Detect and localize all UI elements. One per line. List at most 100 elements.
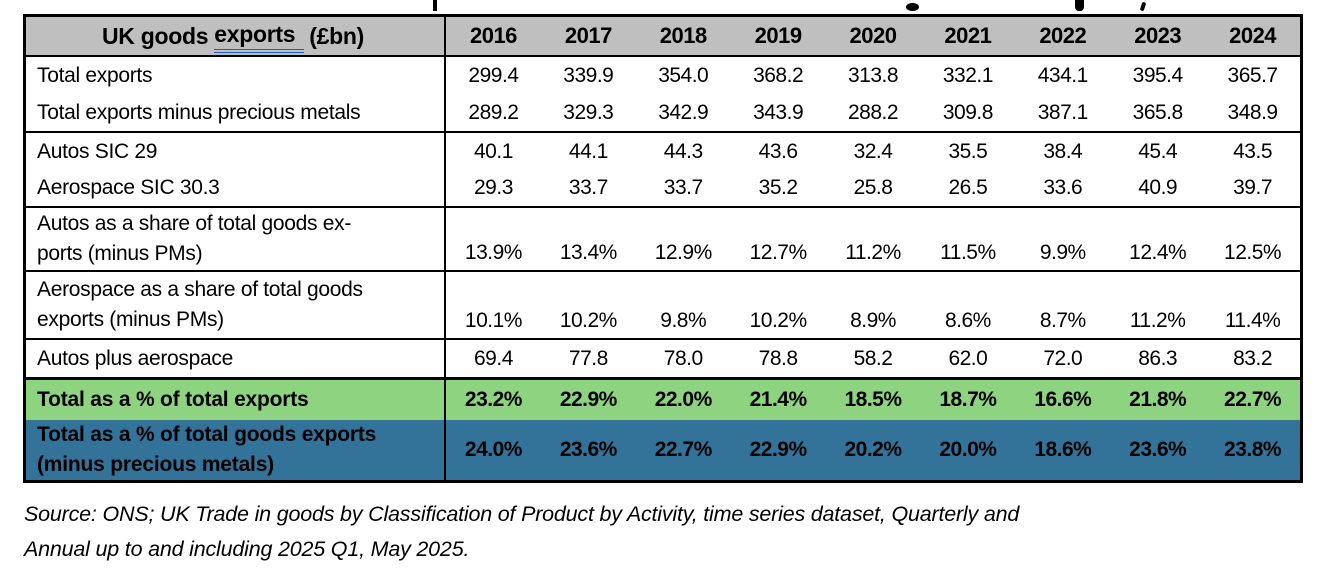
value-cell: 368.2 xyxy=(753,64,804,87)
value-cell: 12.9% xyxy=(654,241,713,264)
value-cell: 329.3 xyxy=(563,101,614,124)
value-cell: 365.8 xyxy=(1132,101,1184,124)
row-label: Total as a % of total exports xyxy=(26,380,446,420)
value-cell: 86.3 xyxy=(1138,346,1178,370)
year-header-cell: 2022 xyxy=(1039,23,1087,48)
value-cell: 29.3 xyxy=(474,176,513,199)
value-cell: 299.4 xyxy=(468,64,519,87)
row-label: Total exports minus precious metals xyxy=(26,95,446,131)
value-cell: 11.4% xyxy=(1224,309,1281,332)
value-cell: 45.4 xyxy=(1138,139,1178,163)
value-cell: 434.1 xyxy=(1037,64,1089,87)
value-cell: 39.7 xyxy=(1233,176,1272,199)
table-title-suffix: (£bn) xyxy=(309,23,364,49)
value-cell: 13.4% xyxy=(559,241,618,264)
table-row-total-exports: Total exports 299.4 339.9 354.0 368.2 313.8 33… xyxy=(26,57,1300,95)
value-cell: 18.7% xyxy=(939,388,997,411)
value-cell: 40.1 xyxy=(474,139,513,163)
cropped-letter-fragment xyxy=(433,0,437,11)
value-cell: 365.7 xyxy=(1227,64,1279,87)
value-cell: 348.9 xyxy=(1227,101,1279,124)
value-cell: 20.0% xyxy=(939,438,997,461)
value-cell: 40.9 xyxy=(1138,176,1178,199)
value-cell: 289.2 xyxy=(468,101,519,124)
value-cell: 24.0% xyxy=(464,438,523,461)
value-cell: 16.6% xyxy=(1034,388,1092,411)
table-row-aerospace-sic-30-3: Aerospace SIC 30.3 29.3 33.7 33.7 35.2 25.8 26… xyxy=(26,170,1300,208)
value-cell: 354.0 xyxy=(658,64,709,87)
value-cell: 12.7% xyxy=(749,241,808,264)
year-header-cell: 2016 xyxy=(469,23,517,48)
value-cell: 43.5 xyxy=(1233,139,1272,163)
cropped-letter-fragment xyxy=(1139,1,1147,12)
value-cell: 23.8% xyxy=(1224,438,1282,461)
value-cell: 18.6% xyxy=(1034,438,1092,461)
value-cell: 21.4% xyxy=(749,388,808,411)
row-label-line: Autos plus aerospace xyxy=(37,346,233,370)
table-row-aerospace-share-of-goods-exports: Aerospace as a share of total goods expor… xyxy=(26,272,1300,340)
value-cell: 313.8 xyxy=(847,64,899,87)
row-label: Autos SIC 29 xyxy=(26,133,446,170)
value-cell: 332.1 xyxy=(942,64,994,87)
year-header-cell: 2021 xyxy=(944,23,992,48)
value-cell: 35.5 xyxy=(948,139,988,163)
value-cell: 343.9 xyxy=(753,101,804,124)
table-title-prefix: UK goods xyxy=(102,23,215,49)
value-cell: 12.4% xyxy=(1129,241,1187,264)
value-cell: 26.5 xyxy=(948,176,988,199)
value-cell: 10.1% xyxy=(464,309,523,332)
table-row-total-exports-minus-precious-metals: Total exports minus precious metals 289.2… xyxy=(26,95,1300,133)
value-cell: 44.1 xyxy=(568,139,608,163)
value-cell: 62.0 xyxy=(948,346,988,370)
source-note: Source: ONS; UK Trade in goods by Classi… xyxy=(24,497,1319,567)
value-cell: 309.8 xyxy=(942,101,994,124)
year-header-cell: 2020 xyxy=(849,23,897,48)
row-label-line: Autos SIC 29 xyxy=(37,139,158,163)
value-cell: 23.6% xyxy=(559,438,618,461)
cropped-letter-fragment xyxy=(1075,0,1084,11)
year-header-cell: 2024 xyxy=(1229,23,1277,48)
row-label-line: Total as a % of total exports xyxy=(37,388,309,411)
value-cell: 23.2% xyxy=(464,388,523,411)
row-label-line: exports (minus PMs) xyxy=(37,308,224,331)
row-label-line: (minus precious metals) xyxy=(37,453,274,476)
value-cell: 22.7% xyxy=(654,438,713,461)
value-cell: 10.2% xyxy=(749,309,808,332)
table-row-autos-plus-aerospace: Autos plus aerospace 69.4 77.8 78.0 78.8 58.2… xyxy=(26,340,1300,380)
table-row-total-pct-of-total-exports: Total as a % of total exports 23.2% 22.9% 2… xyxy=(26,380,1300,420)
value-cell: 22.0% xyxy=(654,388,713,411)
value-cell: 22.9% xyxy=(559,388,618,411)
value-cell: 8.6% xyxy=(944,309,991,332)
value-cell: 9.9% xyxy=(1039,241,1086,264)
row-label: Autos plus aerospace xyxy=(26,340,446,377)
value-cell: 339.9 xyxy=(563,64,614,87)
value-cell: 22.9% xyxy=(749,438,808,461)
year-header-cell: 2017 xyxy=(564,23,612,48)
value-cell: 38.4 xyxy=(1043,139,1083,163)
table-row-autos-share-of-goods-exports: Autos as a share of total goods ex-ports… xyxy=(26,208,1300,272)
value-cell: 22.7% xyxy=(1224,388,1282,411)
value-cell: 395.4 xyxy=(1132,64,1184,87)
value-cell: 13.9% xyxy=(464,241,523,264)
row-label: Autos as a share of total goods ex-ports… xyxy=(26,208,446,270)
value-cell: 11.2% xyxy=(845,241,901,264)
value-cell: 8.9% xyxy=(850,309,896,332)
row-label: Total exports xyxy=(26,57,446,95)
table-title-underlined-word: exports xyxy=(214,19,305,53)
table-header-row: UK goods exports (£bn) 2016 2017 2018 2019 20… xyxy=(26,17,1300,57)
value-cell: 83.2 xyxy=(1233,346,1272,370)
value-cell: 18.5% xyxy=(844,388,902,411)
value-cell: 342.9 xyxy=(658,101,709,124)
value-cell: 35.2 xyxy=(758,176,798,199)
cropped-letter-fragment xyxy=(906,3,919,11)
value-cell: 33.7 xyxy=(663,176,703,199)
table-title-cell: UK goods exports (£bn) xyxy=(26,17,446,55)
value-cell: 33.7 xyxy=(568,176,608,199)
value-cell: 33.6 xyxy=(1043,176,1083,199)
value-cell: 11.2% xyxy=(1129,309,1186,332)
value-cell: 11.5% xyxy=(940,241,996,264)
row-label-line: Total exports minus precious metals xyxy=(37,101,361,124)
value-cell: 20.2% xyxy=(844,438,902,461)
value-cell: 25.8 xyxy=(853,176,893,199)
